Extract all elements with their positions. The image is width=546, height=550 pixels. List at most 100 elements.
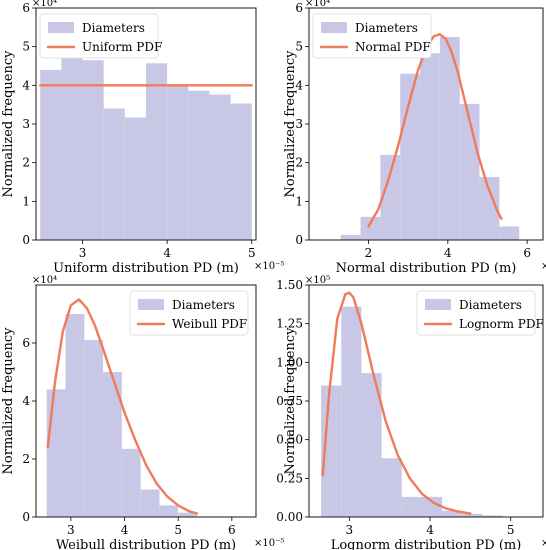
y-axis-exponent: ×10⁴ [32, 275, 57, 286]
x-axis-exponent: ×10⁻⁵ [254, 538, 284, 549]
histogram-bar [340, 234, 361, 240]
x-tick-label: 4 [426, 523, 434, 537]
x-tick-label: 5 [174, 523, 182, 537]
legend-label-histogram: Diameters [459, 298, 522, 312]
histogram-bar [341, 306, 362, 517]
x-axis-exponent: ×10⁻⁵ [541, 261, 546, 272]
legend-label-pdf: Lognorm PDF [459, 317, 544, 331]
y-tick-label: 1.00 [276, 355, 303, 369]
y-tick-label: 2 [22, 452, 30, 466]
x-tick-label: 3 [79, 246, 87, 260]
x-tick-label: 6 [523, 246, 531, 260]
histogram-bars [46, 314, 235, 517]
histogram-bar [46, 389, 66, 517]
histogram-bar [121, 448, 141, 517]
legend: Diameters Normal PDF [312, 13, 432, 59]
histogram-bars [321, 306, 503, 517]
x-axis-exponent: ×10⁻⁵ [254, 261, 284, 272]
y-axis-exponent: ×10⁴ [32, 0, 57, 9]
x-tick-label: 3 [67, 523, 75, 537]
y-tick-label: 4 [22, 78, 30, 92]
histogram-bar [380, 154, 401, 240]
y-tick-label: 2 [295, 156, 303, 170]
legend-label-histogram: Diameters [355, 21, 418, 35]
y-tick-label: 6 [22, 1, 30, 15]
y-axis-label: Normalized frequency [1, 327, 16, 475]
legend-label-pdf: Normal PDF [355, 40, 431, 54]
chart-panel-2: 2 4 6 0 1 2 3 4 5 6 Normal distribution PD (m) ×10⁻… [283, 0, 546, 276]
y-tick-label: 1.50 [276, 278, 303, 292]
y-tick-label: 1.25 [276, 317, 303, 331]
y-tick-label: 6 [22, 336, 30, 350]
histogram-bar [103, 108, 125, 240]
histogram-bar [124, 117, 146, 240]
y-tick-label: 0 [22, 233, 30, 247]
y-axis-exponent: ×10⁵ [305, 275, 330, 286]
histogram-bar [40, 69, 62, 241]
histogram-bar [188, 90, 210, 240]
y-tick-label: 0.75 [276, 394, 303, 408]
histogram-bar [499, 226, 520, 240]
legend-swatch-diameters [321, 22, 347, 33]
y-axis-label: Normalized frequency [283, 327, 298, 475]
histogram-bar [360, 216, 381, 240]
y-axis-label: Normalized frequency [1, 50, 16, 198]
y-tick-label: 0.50 [276, 433, 303, 447]
y-tick-label: 2 [22, 156, 30, 170]
y-tick-label: 4 [22, 394, 30, 408]
histogram-bar [442, 510, 463, 517]
histogram-bar [361, 373, 382, 517]
legend-swatch-diameters [425, 299, 451, 310]
y-axis-label: Normalized frequency [283, 50, 298, 198]
histogram-bar [401, 496, 422, 517]
histogram-bar [140, 489, 160, 517]
x-tick-label: 2 [365, 246, 373, 260]
histogram-bar [209, 94, 231, 240]
legend-swatch-diameters [48, 22, 74, 33]
x-axis-label: Lognorm distribution PD (m) [331, 538, 522, 550]
y-axis-exponent: ×10⁴ [305, 0, 330, 9]
histogram-bar [421, 496, 443, 517]
legend: Diameters Weibull PDF [129, 290, 249, 336]
histogram-bar [439, 37, 460, 240]
legend: Diameters Lognorm PDF [416, 290, 544, 336]
y-tick-label: 0 [22, 510, 30, 524]
legend-label-pdf: Weibull PDF [172, 317, 247, 331]
x-tick-label: 3 [346, 523, 354, 537]
x-axis-exponent: ×10⁻⁵ [541, 538, 546, 549]
y-tick-label: 0.00 [276, 510, 303, 524]
x-tick-label: 4 [121, 523, 129, 537]
x-axis-label: Uniform distribution PD (m) [53, 261, 239, 276]
y-tick-label: 3 [295, 117, 303, 131]
x-tick-label: 5 [507, 523, 515, 537]
histogram-bars [40, 58, 252, 241]
legend: Diameters Uniform PDF [39, 13, 162, 59]
histogram-bar [84, 340, 104, 517]
histogram-bar [381, 458, 402, 517]
y-tick-label: 0 [295, 233, 303, 247]
legend-swatch-diameters [138, 299, 164, 310]
histogram-bar [61, 58, 83, 240]
histogram-bar [479, 176, 500, 240]
y-tick-label: 1 [22, 194, 30, 208]
histogram-bar [420, 53, 440, 240]
chart-panel-1: 3 4 5 0 1 2 3 4 5 6 Uniform distribution PD (m) ×10… [1, 0, 284, 276]
y-tick-label: 0.25 [276, 471, 303, 485]
x-axis-label: Normal distribution PD (m) [336, 261, 517, 276]
y-tick-label: 5 [295, 40, 303, 54]
histogram-bar [159, 505, 179, 517]
legend-label-pdf: Uniform PDF [82, 40, 162, 54]
y-tick-label: 1 [295, 194, 303, 208]
histogram-bars [340, 37, 520, 240]
histogram-bar [103, 372, 122, 517]
legend-label-histogram: Diameters [82, 21, 145, 35]
x-tick-label: 6 [228, 523, 236, 537]
x-tick-label: 4 [444, 246, 452, 260]
histogram-bar [178, 512, 197, 517]
histogram-bar [462, 513, 483, 517]
y-tick-label: 6 [295, 1, 303, 15]
x-tick-label: 4 [163, 246, 171, 260]
histogram-bar [82, 60, 104, 241]
histogram-bar [167, 85, 189, 240]
